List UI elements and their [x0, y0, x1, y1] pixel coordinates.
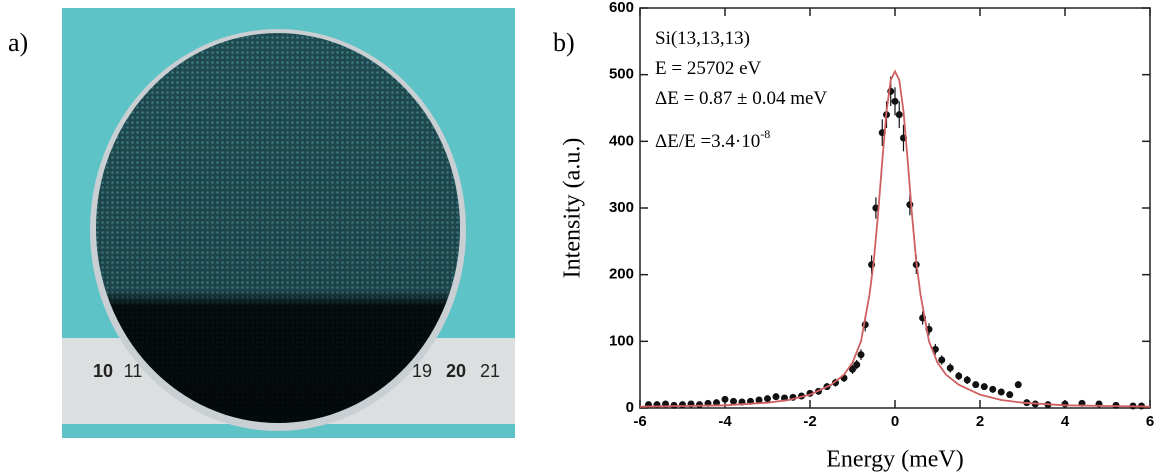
annotation: E = 25702 eV [655, 58, 762, 79]
data-point [891, 97, 899, 105]
data-point [721, 395, 729, 403]
y-axis-label: Intensity (a.u.) [560, 138, 586, 279]
ruler-label: 10 [93, 361, 113, 381]
annotation-text: Si(13,13,13) [655, 28, 750, 49]
data-point [980, 383, 988, 391]
y-tick-label: 100 [609, 332, 634, 349]
data-point [679, 401, 686, 409]
y-tick-label: 300 [609, 199, 634, 216]
x-tick-label: -2 [803, 413, 816, 430]
photo [62, 8, 515, 438]
panel-label: a) [8, 28, 28, 57]
data-point [849, 365, 856, 373]
x-tick-label: 6 [1146, 413, 1154, 430]
data-point [853, 361, 861, 369]
fit-line [639, 69, 1151, 408]
data-point [946, 364, 954, 372]
annotation-text: ΔE/E =3.4·10 [655, 131, 760, 152]
data-point [755, 396, 763, 404]
x-axis-label: Energy (meV) [826, 447, 964, 473]
data-point [713, 399, 720, 407]
data-point [857, 351, 865, 359]
annotation-text: ΔE = 0.87 ± 0.04 meV [655, 88, 827, 109]
y-tick-label: 500 [609, 66, 634, 83]
data-point [696, 401, 703, 409]
x-tick-label: 2 [976, 413, 984, 430]
data-point [730, 397, 737, 405]
ruler-label: 21 [480, 361, 500, 381]
data-point [1061, 400, 1069, 408]
x-tick-label: -4 [718, 413, 732, 430]
x-tick-label: 4 [1061, 413, 1070, 430]
annotation: ΔE = 0.87 ± 0.04 meV [655, 88, 827, 109]
annotation: Si(13,13,13) [655, 28, 750, 49]
annotation-superscript: -8 [760, 127, 770, 141]
ruler-label: 20 [446, 361, 466, 381]
data-point [955, 372, 963, 380]
data-point [895, 111, 903, 119]
x-tick-label: -6 [633, 413, 646, 430]
ruler-label: 11 [124, 361, 143, 381]
annotation-text: E = 25702 eV [655, 58, 762, 79]
ruler-label: 19 [412, 361, 432, 381]
y-tick-label: 200 [609, 266, 634, 283]
y-tick-label: 600 [609, 0, 634, 16]
data-point [972, 381, 980, 389]
y-tick-label: 400 [609, 132, 634, 149]
data-point [906, 201, 914, 209]
y-tick-label: 0 [626, 399, 634, 416]
x-tick-label: 0 [891, 413, 899, 430]
data-point [772, 393, 780, 401]
data-point [963, 376, 971, 384]
data-point [938, 356, 946, 364]
annotation: ΔE/E =3.4·10-8 [655, 127, 770, 153]
data-point [997, 388, 1005, 396]
data-point [764, 395, 771, 403]
data-point [1014, 381, 1022, 389]
wafer-shadow [96, 33, 460, 423]
panel-label: b) [553, 28, 575, 57]
data-point [1006, 391, 1014, 399]
data-point [989, 385, 997, 393]
